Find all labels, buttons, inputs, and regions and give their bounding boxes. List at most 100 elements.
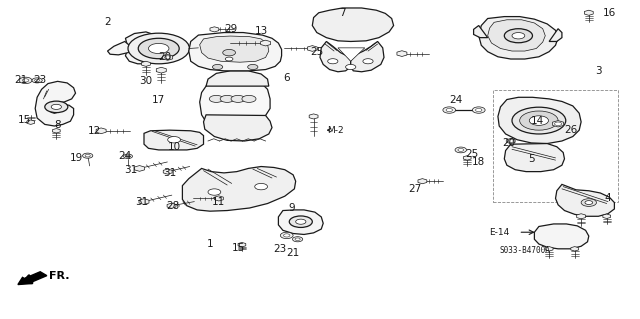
Polygon shape bbox=[584, 10, 593, 15]
Circle shape bbox=[255, 183, 268, 190]
Circle shape bbox=[295, 238, 300, 241]
Circle shape bbox=[512, 33, 525, 39]
Text: 31: 31 bbox=[125, 165, 138, 175]
Polygon shape bbox=[200, 36, 269, 62]
Text: 12: 12 bbox=[88, 126, 101, 136]
Circle shape bbox=[83, 153, 93, 158]
Polygon shape bbox=[182, 167, 296, 211]
Circle shape bbox=[585, 201, 593, 204]
Circle shape bbox=[124, 154, 132, 159]
Circle shape bbox=[32, 78, 42, 83]
Text: 7: 7 bbox=[339, 8, 346, 19]
Circle shape bbox=[346, 64, 356, 70]
Polygon shape bbox=[556, 184, 614, 216]
Text: 17: 17 bbox=[152, 95, 165, 106]
Bar bbox=[493, 90, 618, 202]
Circle shape bbox=[231, 95, 245, 102]
Text: E-14: E-14 bbox=[489, 228, 509, 237]
Circle shape bbox=[138, 38, 179, 59]
Text: 24: 24 bbox=[449, 94, 462, 105]
Text: 14: 14 bbox=[531, 115, 544, 126]
Circle shape bbox=[581, 199, 596, 206]
Polygon shape bbox=[571, 247, 579, 251]
Circle shape bbox=[128, 33, 189, 64]
Circle shape bbox=[22, 79, 29, 82]
Text: 10: 10 bbox=[168, 142, 180, 152]
Polygon shape bbox=[338, 48, 365, 61]
Text: 4: 4 bbox=[605, 193, 611, 204]
Circle shape bbox=[45, 101, 68, 113]
Circle shape bbox=[248, 64, 258, 70]
Text: 21: 21 bbox=[287, 248, 300, 258]
Circle shape bbox=[504, 29, 532, 43]
Circle shape bbox=[284, 234, 290, 237]
Polygon shape bbox=[141, 61, 150, 66]
Polygon shape bbox=[52, 129, 60, 133]
Circle shape bbox=[520, 111, 558, 130]
Polygon shape bbox=[549, 29, 562, 41]
Polygon shape bbox=[125, 32, 189, 64]
Polygon shape bbox=[603, 214, 611, 219]
Circle shape bbox=[164, 56, 171, 59]
Text: 29: 29 bbox=[224, 24, 237, 34]
Polygon shape bbox=[504, 144, 564, 172]
Circle shape bbox=[443, 107, 456, 113]
Circle shape bbox=[209, 95, 223, 102]
Circle shape bbox=[446, 108, 452, 112]
Circle shape bbox=[125, 155, 131, 158]
Text: 19: 19 bbox=[70, 153, 83, 163]
Text: S033-B4700A: S033-B4700A bbox=[499, 246, 550, 255]
Text: 25: 25 bbox=[466, 149, 479, 159]
Circle shape bbox=[280, 232, 293, 239]
Polygon shape bbox=[35, 81, 76, 126]
Circle shape bbox=[148, 43, 169, 54]
Polygon shape bbox=[498, 97, 581, 144]
Polygon shape bbox=[163, 169, 172, 174]
Text: 20: 20 bbox=[502, 138, 515, 148]
Polygon shape bbox=[278, 210, 323, 234]
Polygon shape bbox=[214, 196, 223, 201]
Polygon shape bbox=[577, 214, 586, 219]
Polygon shape bbox=[545, 247, 553, 251]
Text: 26: 26 bbox=[564, 125, 577, 135]
Text: 11: 11 bbox=[212, 197, 225, 207]
Circle shape bbox=[296, 219, 306, 224]
Polygon shape bbox=[506, 138, 515, 144]
Text: 28: 28 bbox=[166, 201, 179, 211]
Text: 13: 13 bbox=[255, 26, 268, 36]
Circle shape bbox=[85, 154, 90, 157]
Polygon shape bbox=[534, 224, 589, 249]
Polygon shape bbox=[206, 71, 269, 86]
Text: 18: 18 bbox=[472, 157, 485, 167]
Circle shape bbox=[220, 95, 234, 102]
Polygon shape bbox=[200, 75, 270, 129]
Text: M-2: M-2 bbox=[327, 126, 344, 135]
Text: 1: 1 bbox=[207, 239, 213, 249]
Circle shape bbox=[555, 122, 562, 126]
Polygon shape bbox=[96, 128, 106, 134]
Polygon shape bbox=[479, 17, 558, 59]
Polygon shape bbox=[238, 242, 246, 247]
Text: 30: 30 bbox=[140, 76, 152, 86]
Text: 24: 24 bbox=[118, 151, 131, 161]
Circle shape bbox=[292, 237, 303, 242]
Text: 20: 20 bbox=[159, 52, 172, 63]
Polygon shape bbox=[351, 41, 384, 72]
Circle shape bbox=[168, 137, 180, 143]
Polygon shape bbox=[163, 55, 173, 60]
Polygon shape bbox=[320, 41, 351, 72]
Circle shape bbox=[472, 107, 485, 113]
Text: 8: 8 bbox=[54, 120, 61, 130]
Text: 31: 31 bbox=[163, 168, 176, 178]
Text: 3: 3 bbox=[595, 66, 602, 76]
Text: 9: 9 bbox=[288, 203, 294, 213]
Polygon shape bbox=[397, 51, 407, 56]
Polygon shape bbox=[463, 156, 471, 160]
Polygon shape bbox=[552, 121, 564, 127]
Polygon shape bbox=[27, 120, 35, 124]
Text: 21: 21 bbox=[14, 75, 27, 85]
Circle shape bbox=[455, 147, 467, 153]
Circle shape bbox=[51, 104, 61, 109]
Circle shape bbox=[212, 64, 223, 70]
Circle shape bbox=[508, 140, 513, 142]
